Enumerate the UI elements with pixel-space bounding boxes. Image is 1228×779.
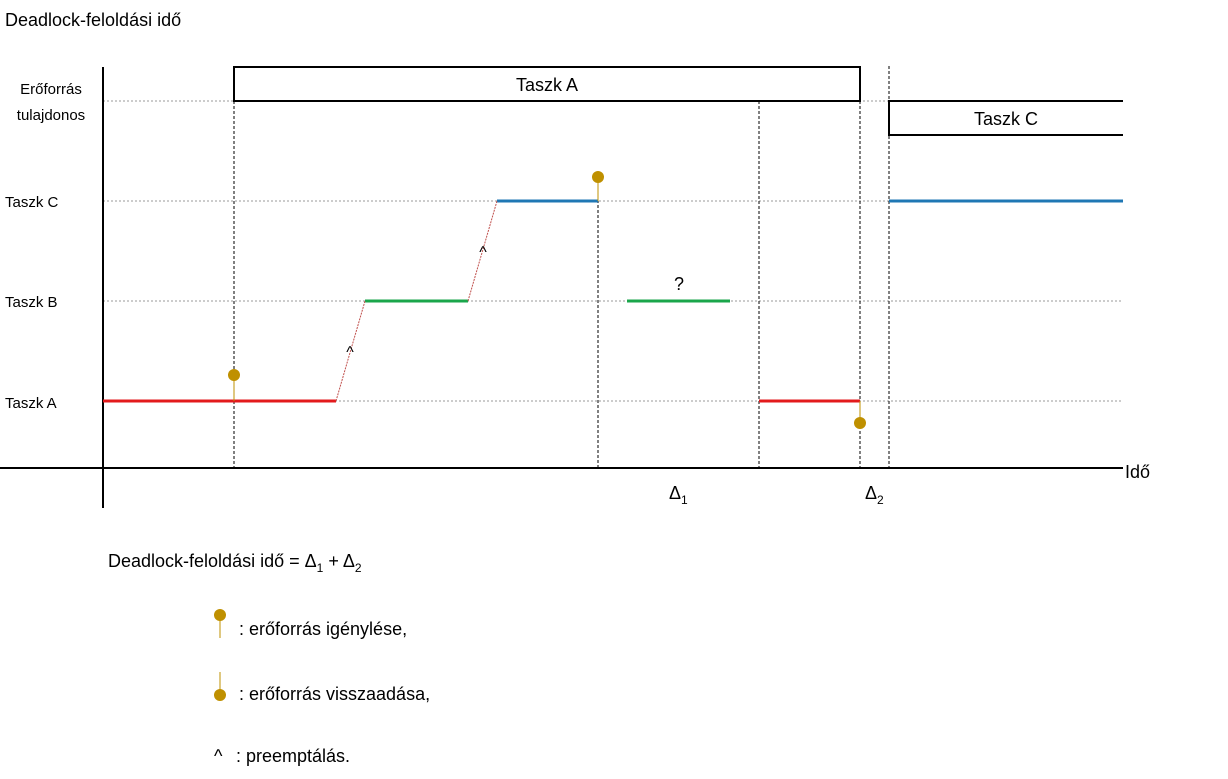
legend-release-text: : erőforrás visszaadása, bbox=[239, 684, 430, 704]
preempt-mark-2: ^ bbox=[479, 244, 487, 261]
question-mark: ? bbox=[674, 274, 684, 294]
formula: Deadlock-feloldási idő = Δ1 + Δ2 bbox=[108, 551, 362, 575]
delta-1-label: Δ1 bbox=[669, 483, 688, 507]
row-label-task-b: Taszk B bbox=[5, 294, 58, 311]
owner-label-line1: Erőforrás bbox=[20, 81, 82, 98]
request-marker-1 bbox=[228, 369, 240, 401]
gridlines bbox=[103, 100, 1123, 402]
preempt-mark-1: ^ bbox=[346, 344, 354, 361]
diagram-title: Deadlock-feloldási idő bbox=[5, 10, 181, 30]
row-label-task-a: Taszk A bbox=[5, 395, 57, 412]
owner-bar-task-c bbox=[888, 100, 1123, 136]
row-label-task-c: Taszk C bbox=[5, 194, 59, 211]
event-lines bbox=[233, 66, 890, 468]
legend-request-text: : erőforrás igénylése, bbox=[239, 619, 407, 639]
legend-preempt-symbol: ^ bbox=[214, 746, 223, 766]
legend-release-icon bbox=[214, 672, 226, 701]
x-axis-label: Idő bbox=[1125, 462, 1150, 482]
request-marker-2 bbox=[592, 171, 604, 201]
owner-bar-task-a bbox=[233, 66, 861, 102]
legend-request-icon bbox=[214, 609, 226, 638]
owner-bar-task-c-label: Taszk C bbox=[974, 109, 1038, 129]
preempt-line-2 bbox=[467, 200, 498, 302]
preempt-line-1 bbox=[335, 300, 366, 402]
owner-bar-task-a-label: Taszk A bbox=[516, 75, 578, 95]
release-marker-1 bbox=[854, 401, 866, 429]
delta-2-label: Δ2 bbox=[865, 483, 884, 507]
owner-label-line2: tulajdonos bbox=[17, 107, 85, 124]
legend-preempt-text: : preemptálás. bbox=[236, 746, 350, 766]
